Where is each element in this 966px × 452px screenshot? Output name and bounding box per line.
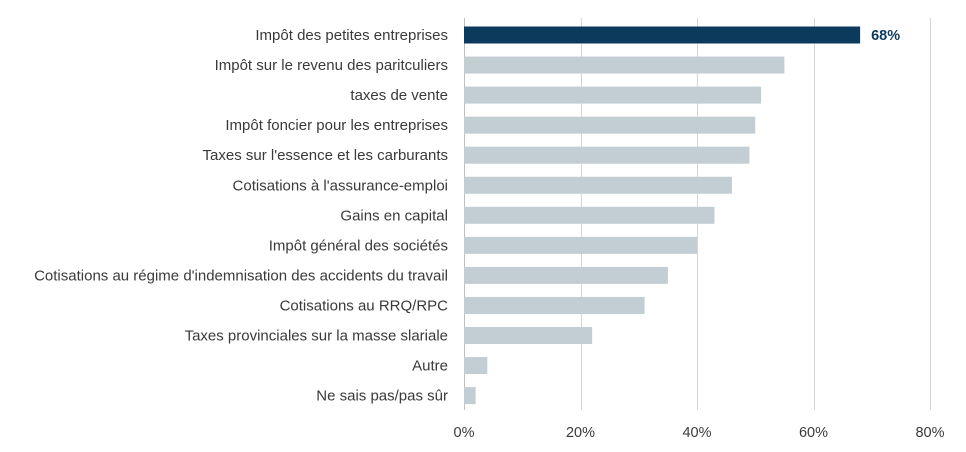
category-label: Autre [412, 358, 448, 375]
bar [464, 116, 756, 134]
category-label: Impôt foncier pour les entreprises [225, 117, 448, 134]
bar [464, 327, 593, 344]
bar [464, 357, 488, 375]
bar [464, 206, 715, 224]
category-label: Impôt sur le revenu des paritculiers [215, 57, 448, 74]
bar [464, 86, 762, 104]
bar [464, 266, 668, 284]
category-label: Cotisations à l'assurance-emploi [233, 177, 448, 194]
bar [464, 56, 785, 74]
x-tick-label: 80% [915, 425, 944, 441]
x-axis-ticks: 0% 20% 40% 60% 80% [454, 425, 945, 441]
category-label: Ne sais pas/pas sûr [316, 388, 448, 405]
x-tick-label: 0% [454, 425, 475, 441]
bar [464, 236, 697, 254]
bars [464, 26, 861, 405]
category-label: taxes de vente [350, 87, 448, 104]
data-label: 68% [871, 28, 900, 44]
x-tick-label: 20% [566, 425, 595, 441]
category-label: Impôt des petites entreprises [255, 27, 448, 44]
category-label: Taxes sur l'essence et les carburants [203, 147, 448, 164]
category-label: Gains en capital [340, 207, 448, 224]
category-labels: Impôt des petites entreprises Impôt sur l… [34, 27, 448, 405]
bar [464, 176, 732, 194]
x-tick-label: 40% [682, 425, 711, 441]
x-tick-label: 60% [799, 425, 828, 441]
bar [464, 296, 645, 314]
data-labels: 68% [871, 28, 900, 44]
category-label: Taxes provinciales sur la masse slariale [185, 328, 448, 345]
category-label: Cotisations au RRQ/RPC [280, 297, 449, 314]
bar [464, 146, 750, 164]
bar [464, 26, 861, 44]
bar [464, 387, 476, 405]
category-label: Impôt général des sociétés [269, 237, 448, 254]
category-label: Cotisations au régime d'indemnisation de… [34, 267, 448, 284]
